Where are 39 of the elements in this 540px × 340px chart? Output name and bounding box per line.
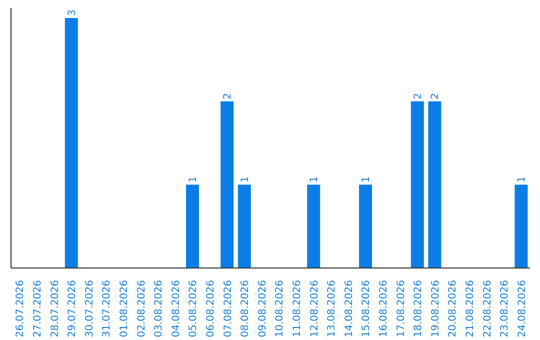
x-tick-label: 03.08.2026 <box>154 280 165 338</box>
x-tick-label: 09.08.2026 <box>257 280 268 338</box>
data-label: 1 <box>240 176 251 183</box>
data-label: 2 <box>412 92 424 100</box>
data-label: 1 <box>309 176 320 183</box>
x-tick-label: 20.08.2026 <box>448 280 459 338</box>
x-tick-label: 16.08.2026 <box>378 280 390 338</box>
x-tick-label: 12.08.2026 <box>309 280 320 338</box>
x-tick-label: 06.08.2026 <box>205 280 216 338</box>
x-tick-label: 24.08.2026 <box>516 280 528 338</box>
x-tick-label: 29.07.2026 <box>67 280 78 338</box>
data-label: 2 <box>430 92 442 100</box>
x-tick-label: 28.07.2026 <box>50 280 61 338</box>
x-tick-label: 31.07.2026 <box>102 280 113 338</box>
x-tick-label: 11.08.2026 <box>292 280 303 338</box>
x-tick-label: 08.08.2026 <box>240 280 252 338</box>
x-tick-label: 26.07.2026 <box>15 280 26 338</box>
data-label: 1 <box>188 176 199 183</box>
x-tick-label: 07.08.2026 <box>222 280 234 338</box>
x-tick-label: 10.08.2026 <box>274 280 286 338</box>
x-tick-label: 21.08.2026 <box>464 280 476 338</box>
x-tick-label: 02.08.2026 <box>136 280 148 338</box>
x-tick-label: 27.07.2026 <box>32 280 44 338</box>
x-tick-label: 13.08.2026 <box>326 280 338 338</box>
x-tick-label: 15.08.2026 <box>361 280 372 338</box>
data-label: 1 <box>516 176 528 183</box>
x-tick-label: 01.08.2026 <box>118 280 130 338</box>
x-tick-label: 23.08.2026 <box>500 280 511 338</box>
data-label: 3 <box>66 10 78 16</box>
x-tick-label: 14.08.2026 <box>344 280 355 338</box>
x-tick-label: 30.07.2026 <box>84 280 96 338</box>
x-tick-label: 17.08.2026 <box>396 280 407 338</box>
x-tick-label: 18.08.2026 <box>413 280 424 338</box>
x-tick-label: 19.08.2026 <box>430 280 442 338</box>
x-tick-label: 04.08.2026 <box>170 280 182 338</box>
x-tick-label: 22.08.2026 <box>482 280 494 338</box>
x-tick-label: 05.08.2026 <box>188 280 200 338</box>
data-label: 2 <box>222 92 234 100</box>
data-label: 1 <box>361 176 372 183</box>
